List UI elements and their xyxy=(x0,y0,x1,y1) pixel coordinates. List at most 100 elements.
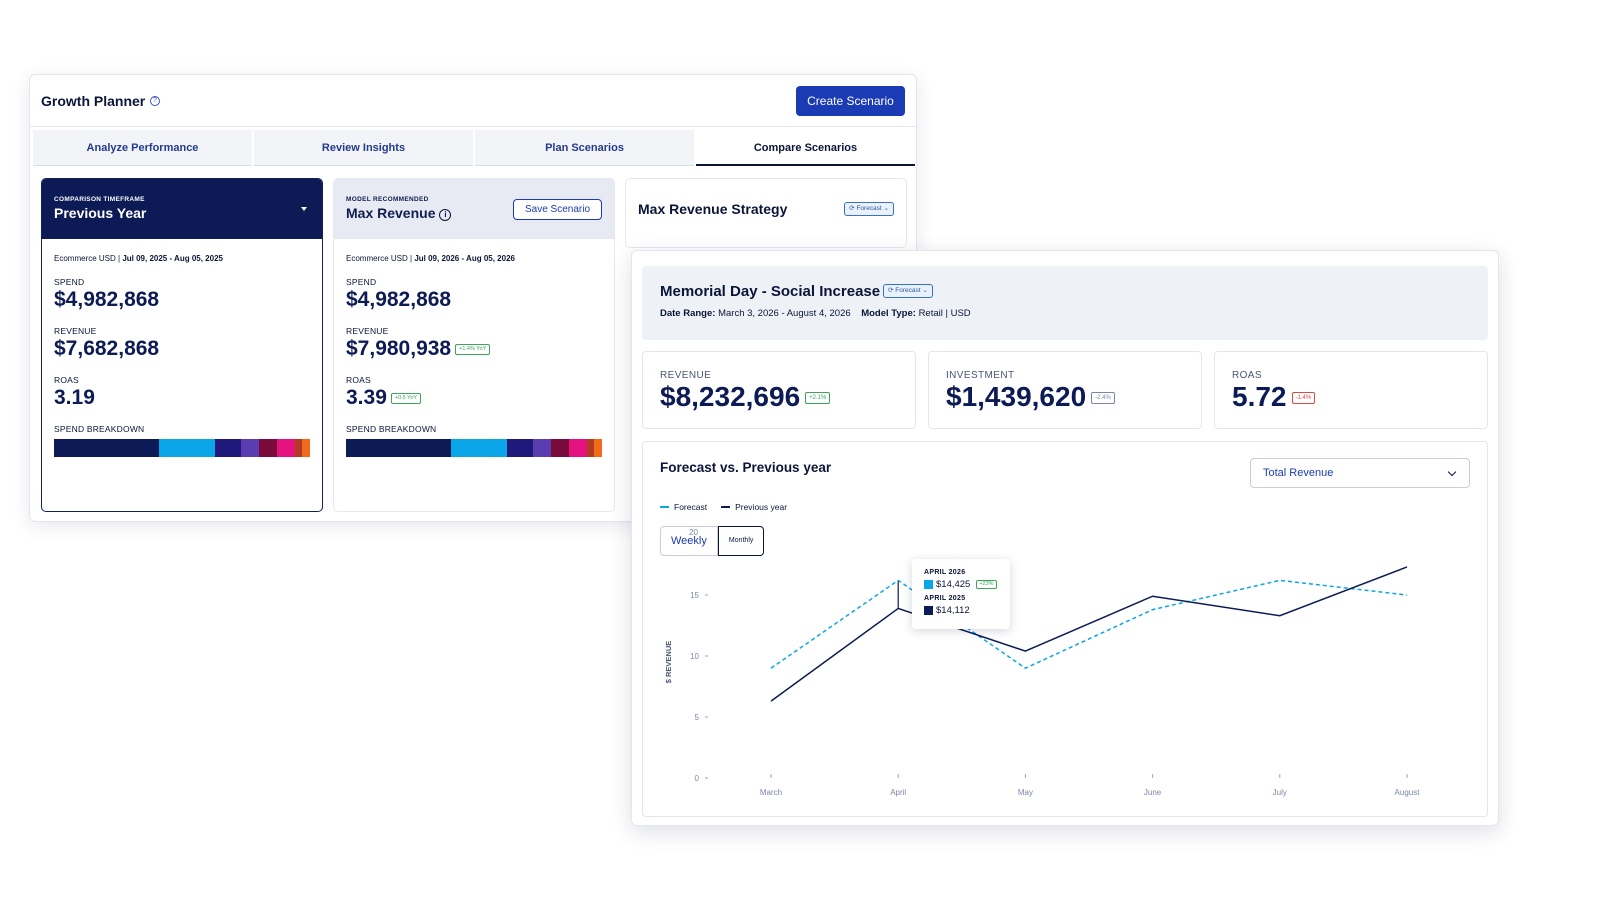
tab-bar: Analyze Performance Review Insights Plan… xyxy=(33,130,915,166)
model-recommended-card: MODEL RECOMMENDED Max Revenue i Save Scen… xyxy=(333,178,615,512)
planner-header: Growth Planner ? Create Scenario xyxy=(30,75,916,127)
planner-title: Growth Planner xyxy=(41,93,146,109)
scenario-header: Memorial Day - Social Increase ⟳ Forecas… xyxy=(642,266,1488,340)
chart-tooltip: APRIL 2026 $14,425 +23% APRIL 2025 $14,11… xyxy=(912,559,1010,629)
tab-compare-scenarios[interactable]: Compare Scenarios xyxy=(696,130,915,166)
y-tick-label: 20 xyxy=(689,528,698,537)
spend-label: SPEND xyxy=(54,277,85,287)
info-icon[interactable]: i xyxy=(439,209,452,221)
scenario-title: Memorial Day - Social Increase xyxy=(660,283,881,300)
caret-down-icon[interactable] xyxy=(301,207,307,211)
breakdown-segment xyxy=(507,439,533,457)
breakdown-segment xyxy=(215,439,241,457)
tab-plan-scenarios[interactable]: Plan Scenarios xyxy=(475,130,694,166)
monthly-toggle[interactable]: Monthly xyxy=(717,526,765,556)
strategy-title: Max Revenue Strategy xyxy=(638,201,788,217)
tooltip-label-previous: APRIL 2025 xyxy=(924,595,966,602)
spend-value: $4,982,868 xyxy=(54,288,160,311)
breakdown-segment xyxy=(158,439,216,457)
roas-label: ROAS xyxy=(54,375,79,385)
tooltip-row-previous: $14,112 xyxy=(924,605,998,616)
x-tick-label: May xyxy=(1018,788,1033,797)
roas-value: 3.19 xyxy=(54,386,95,409)
breakdown-segment xyxy=(594,439,602,457)
tooltip-label-forecast: APRIL 2026 xyxy=(924,569,966,576)
card-kicker: MODEL RECOMMENDED xyxy=(346,196,429,203)
legend-item-previous-year[interactable]: Previous year xyxy=(721,502,787,512)
y-axis-label: $ REVENUE xyxy=(664,641,673,684)
kpi-label: REVENUE xyxy=(660,370,712,381)
kpi-value: 5.72 -1.4% xyxy=(1232,381,1470,413)
revenue-value: $7,682,868 xyxy=(54,337,160,360)
legend-item-forecast[interactable]: Forecast xyxy=(660,502,707,512)
y-tick-label: 15 xyxy=(690,591,699,600)
breakdown-segment xyxy=(568,439,587,457)
spend-breakdown-label: SPEND BREAKDOWN xyxy=(346,424,437,434)
create-scenario-button[interactable]: Create Scenario xyxy=(796,86,905,116)
card-meta: Ecommerce USD | Jul 09, 2025 - Aug 05, 2… xyxy=(54,254,223,263)
legend-swatch xyxy=(660,506,669,508)
roas-label: ROAS xyxy=(346,375,371,385)
kpi-change-badge: -2.4% xyxy=(1091,392,1115,404)
spend-breakdown-bar xyxy=(346,439,602,457)
chart-title: Forecast vs. Previous year xyxy=(660,460,832,475)
card-kicker: COMPARISON TIMEFRAME xyxy=(54,196,145,203)
forecast-chart-card: Forecast vs. Previous year Total Revenue… xyxy=(642,441,1488,817)
chart-legend: Forecast Previous year xyxy=(660,502,787,512)
tab-review-insights[interactable]: Review Insights xyxy=(254,130,473,166)
tab-analyze-performance[interactable]: Analyze Performance xyxy=(33,130,252,166)
breakdown-segment xyxy=(54,439,159,457)
previous-year-line xyxy=(770,566,1408,702)
breakdown-segment xyxy=(294,439,303,457)
legend-swatch xyxy=(721,506,731,508)
forecast-line xyxy=(770,579,1408,670)
breakdown-segment xyxy=(450,439,508,457)
forecast-dropdown[interactable]: ⟳ Forecast ⌄ xyxy=(883,284,933,298)
breakdown-segment xyxy=(532,439,551,457)
kpi-card-revenue: REVENUE $8,232,696 +2.1% xyxy=(642,351,916,429)
metric-select[interactable]: Total Revenue xyxy=(1250,458,1470,488)
x-tick-label: July xyxy=(1273,788,1287,797)
granularity-toggle: Weekly Monthly xyxy=(660,526,765,556)
y-tick-label: 10 xyxy=(690,652,699,661)
kpi-value: $8,232,696 +2.1% xyxy=(660,381,898,413)
weekly-toggle[interactable]: Weekly xyxy=(660,526,718,556)
revenue-label: REVENUE xyxy=(54,326,97,336)
kpi-label: ROAS xyxy=(1232,370,1262,381)
breakdown-segment xyxy=(276,439,295,457)
comparison-timeframe-card: COMPARISON TIMEFRAME Previous Year Ecomm… xyxy=(41,178,323,512)
revenue-value: $7,980,938 +1.4% YoY xyxy=(346,337,602,361)
revenue-label: REVENUE xyxy=(346,326,389,336)
scenario-detail-panel: Memorial Day - Social Increase ⟳ Forecas… xyxy=(631,250,1499,826)
breakdown-segment xyxy=(240,439,259,457)
x-tick-label: June xyxy=(1144,788,1162,797)
y-tick-label: 5 xyxy=(695,713,700,722)
breakdown-segment xyxy=(302,439,310,457)
kpi-change-badge: -1.4% xyxy=(1291,392,1316,404)
card-meta: Ecommerce USD | Jul 09, 2026 - Aug 05, 2… xyxy=(346,254,515,263)
spend-breakdown-label: SPEND BREAKDOWN xyxy=(54,424,145,434)
tooltip-row-forecast: $14,425 +23% xyxy=(924,579,998,590)
breakdown-segment xyxy=(346,439,451,457)
kpi-change-badge: +2.1% xyxy=(805,392,831,404)
x-tick-label: August xyxy=(1395,788,1421,797)
spend-value: $4,982,868 xyxy=(346,288,452,311)
card-heading: Max Revenue i xyxy=(346,205,602,221)
x-tick-label: April xyxy=(890,788,906,797)
forecast-dropdown[interactable]: ⟳ Forecast ⌄ xyxy=(844,202,894,216)
kpi-card-roas: ROAS 5.72 -1.4% xyxy=(1214,351,1488,429)
timeframe-selector[interactable]: COMPARISON TIMEFRAME Previous Year xyxy=(42,179,322,239)
spend-breakdown-bar xyxy=(54,439,310,457)
revenue-yoy-badge: +1.4% YoY xyxy=(455,344,491,355)
strategy-card: Max Revenue Strategy ⟳ Forecast ⌄ xyxy=(625,178,907,248)
save-scenario-button[interactable]: Save Scenario xyxy=(513,199,602,220)
breakdown-segment xyxy=(258,439,277,457)
help-icon[interactable]: ? xyxy=(150,96,160,106)
card-heading: Previous Year xyxy=(54,205,147,221)
kpi-label: INVESTMENT xyxy=(946,370,1015,381)
roas-yoy-badge: +0.5 YoY xyxy=(390,393,422,404)
kpi-card-investment: INVESTMENT $1,439,620 -2.4% xyxy=(928,351,1202,429)
roas-value: 3.39 +0.5 YoY xyxy=(346,386,602,410)
kpi-value: $1,439,620 -2.4% xyxy=(946,381,1184,413)
line-chart: 0 5 10 15 $ REVENUE March April May June July Augu… xyxy=(664,566,1421,797)
